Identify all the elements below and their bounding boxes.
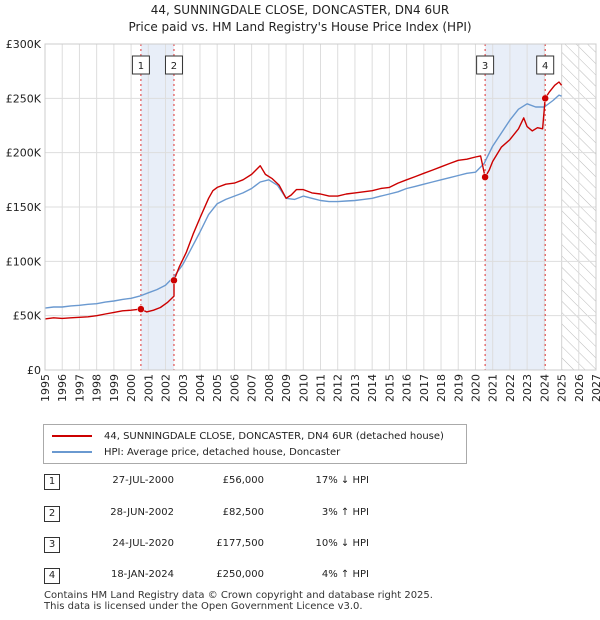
sale-number-badge: 3 <box>44 537 60 553</box>
x-tick-label: 1995 <box>39 374 52 402</box>
y-tick-label: £300K <box>6 38 42 51</box>
x-tick-label: 2005 <box>211 374 224 402</box>
sale-label-box <box>164 55 183 75</box>
sale-hpi-change: 3% ↑ HPI <box>321 507 369 518</box>
sale-hpi-change: 10% ↓ HPI <box>315 538 369 549</box>
chart: 44, SUNNINGDALE CLOSE, DONCASTER, DN4 6U… <box>6 3 600 402</box>
x-tick-label: 2025 <box>556 374 569 402</box>
chart-subtitle: Price paid vs. HM Land Registry's House … <box>128 20 471 34</box>
sale-row: 4 18-JAN-2024 £250,000 4% ↑ HPI <box>44 568 544 584</box>
sale-hpi-change: 4% ↑ HPI <box>321 569 369 580</box>
x-tick-label: 2009 <box>280 374 293 402</box>
legend-swatch-property <box>52 435 92 437</box>
x-tick-label: 2026 <box>573 374 586 402</box>
sale-price: £82,500 <box>222 507 264 518</box>
sale-row: 1 27-JUL-2000 £56,000 17% ↓ HPI <box>44 474 544 490</box>
sale-label-box <box>476 55 495 75</box>
sale-label-text: 4 <box>542 61 548 72</box>
x-tick-label: 2011 <box>315 374 328 402</box>
sale-label-box <box>131 55 150 75</box>
sale-price: £56,000 <box>222 475 264 486</box>
x-tick-label: 2006 <box>228 374 241 402</box>
y-tick-label: £0 <box>27 364 41 377</box>
sale-number-badge: 2 <box>44 506 60 522</box>
series-line <box>44 81 563 320</box>
sale-label-text: 1 <box>138 61 144 72</box>
x-tick-label: 2020 <box>469 374 482 402</box>
x-tick-label: 2008 <box>263 374 276 402</box>
legend-label-hpi: HPI: Average price, detached house, Donc… <box>104 446 341 458</box>
sale-date: 24-JUL-2020 <box>112 538 174 549</box>
footer-copyright: Contains HM Land Registry data © Crown c… <box>44 590 433 601</box>
x-tick-label: 2016 <box>401 374 414 402</box>
x-tick-label: 2019 <box>452 374 465 402</box>
x-tick-label: 2017 <box>418 374 431 402</box>
plot-area: 1 2 3 4 £0 £50K £100K £150K £200K £250K £300K 1995 1… <box>6 38 600 402</box>
x-tick-label: 2022 <box>504 374 517 402</box>
legend-item-property: 44, SUNNINGDALE CLOSE, DONCASTER, DN4 6U… <box>52 429 444 443</box>
x-tick-label: 2013 <box>349 374 362 402</box>
x-tick-label: 2002 <box>160 374 173 402</box>
x-tick-label: 1999 <box>108 374 121 402</box>
x-tick-label: 2003 <box>177 374 190 402</box>
chart-title: 44, SUNNINGDALE CLOSE, DONCASTER, DN4 6U… <box>151 3 449 17</box>
x-tick-label: 1997 <box>73 374 86 402</box>
sale-point <box>137 305 145 313</box>
y-tick-label: £200K <box>6 147 42 160</box>
sale-hpi-change: 17% ↓ HPI <box>315 475 369 486</box>
sale-number-badge: 1 <box>44 474 60 490</box>
sale-point <box>541 94 549 103</box>
sale-row: 2 28-JUN-2002 £82,500 3% ↑ HPI <box>44 506 544 522</box>
legend-swatch-hpi <box>52 451 92 453</box>
legend-label-property: 44, SUNNINGDALE CLOSE, DONCASTER, DN4 6U… <box>104 430 444 442</box>
x-tick-label: 2014 <box>366 374 379 402</box>
sale-point <box>481 173 489 181</box>
sale-price: £177,500 <box>216 538 264 549</box>
x-tick-label: 2001 <box>142 374 155 402</box>
x-tick-label: 2010 <box>297 374 310 402</box>
sale-label-text: 3 <box>482 61 488 72</box>
footer: Contains HM Land Registry data © Crown c… <box>44 590 433 612</box>
y-tick-label: £250K <box>6 92 42 105</box>
x-tick-label: 2012 <box>332 374 345 402</box>
legend-item-hpi: HPI: Average price, detached house, Donc… <box>52 445 340 459</box>
sale-row: 3 24-JUL-2020 £177,500 10% ↓ HPI <box>44 537 544 553</box>
x-tick-label: 2021 <box>487 374 500 402</box>
y-tick-label: £150K <box>6 201 42 214</box>
x-tick-label: 2000 <box>125 374 138 402</box>
x-tick-label: 2024 <box>538 374 551 402</box>
sale-point <box>170 276 178 285</box>
x-tick-label: 2004 <box>194 374 207 402</box>
sale-date: 28-JUN-2002 <box>110 507 174 518</box>
x-tick-label: 2023 <box>521 374 534 402</box>
x-tick-label: 2007 <box>246 374 259 402</box>
sale-number-badge: 4 <box>44 568 60 584</box>
x-tick-label: 2015 <box>383 374 396 402</box>
plot-border <box>44 43 597 371</box>
x-tick-label: 2018 <box>435 374 448 402</box>
x-tick-label: 2027 <box>590 374 600 402</box>
x-tick-label: 1998 <box>91 374 104 402</box>
footer-licence: This data is licensed under the Open Gov… <box>44 601 363 612</box>
sale-date: 27-JUL-2000 <box>112 475 174 486</box>
sale-date: 18-JAN-2024 <box>110 569 174 580</box>
y-tick-label: £100K <box>6 255 42 268</box>
y-tick-label: £50K <box>13 310 42 323</box>
legend: 44, SUNNINGDALE CLOSE, DONCASTER, DN4 6U… <box>43 424 467 464</box>
sale-label-box <box>536 55 555 75</box>
sale-label-text: 2 <box>171 61 177 72</box>
sale-price: £250,000 <box>216 569 264 580</box>
x-tick-label: 1996 <box>56 374 69 402</box>
